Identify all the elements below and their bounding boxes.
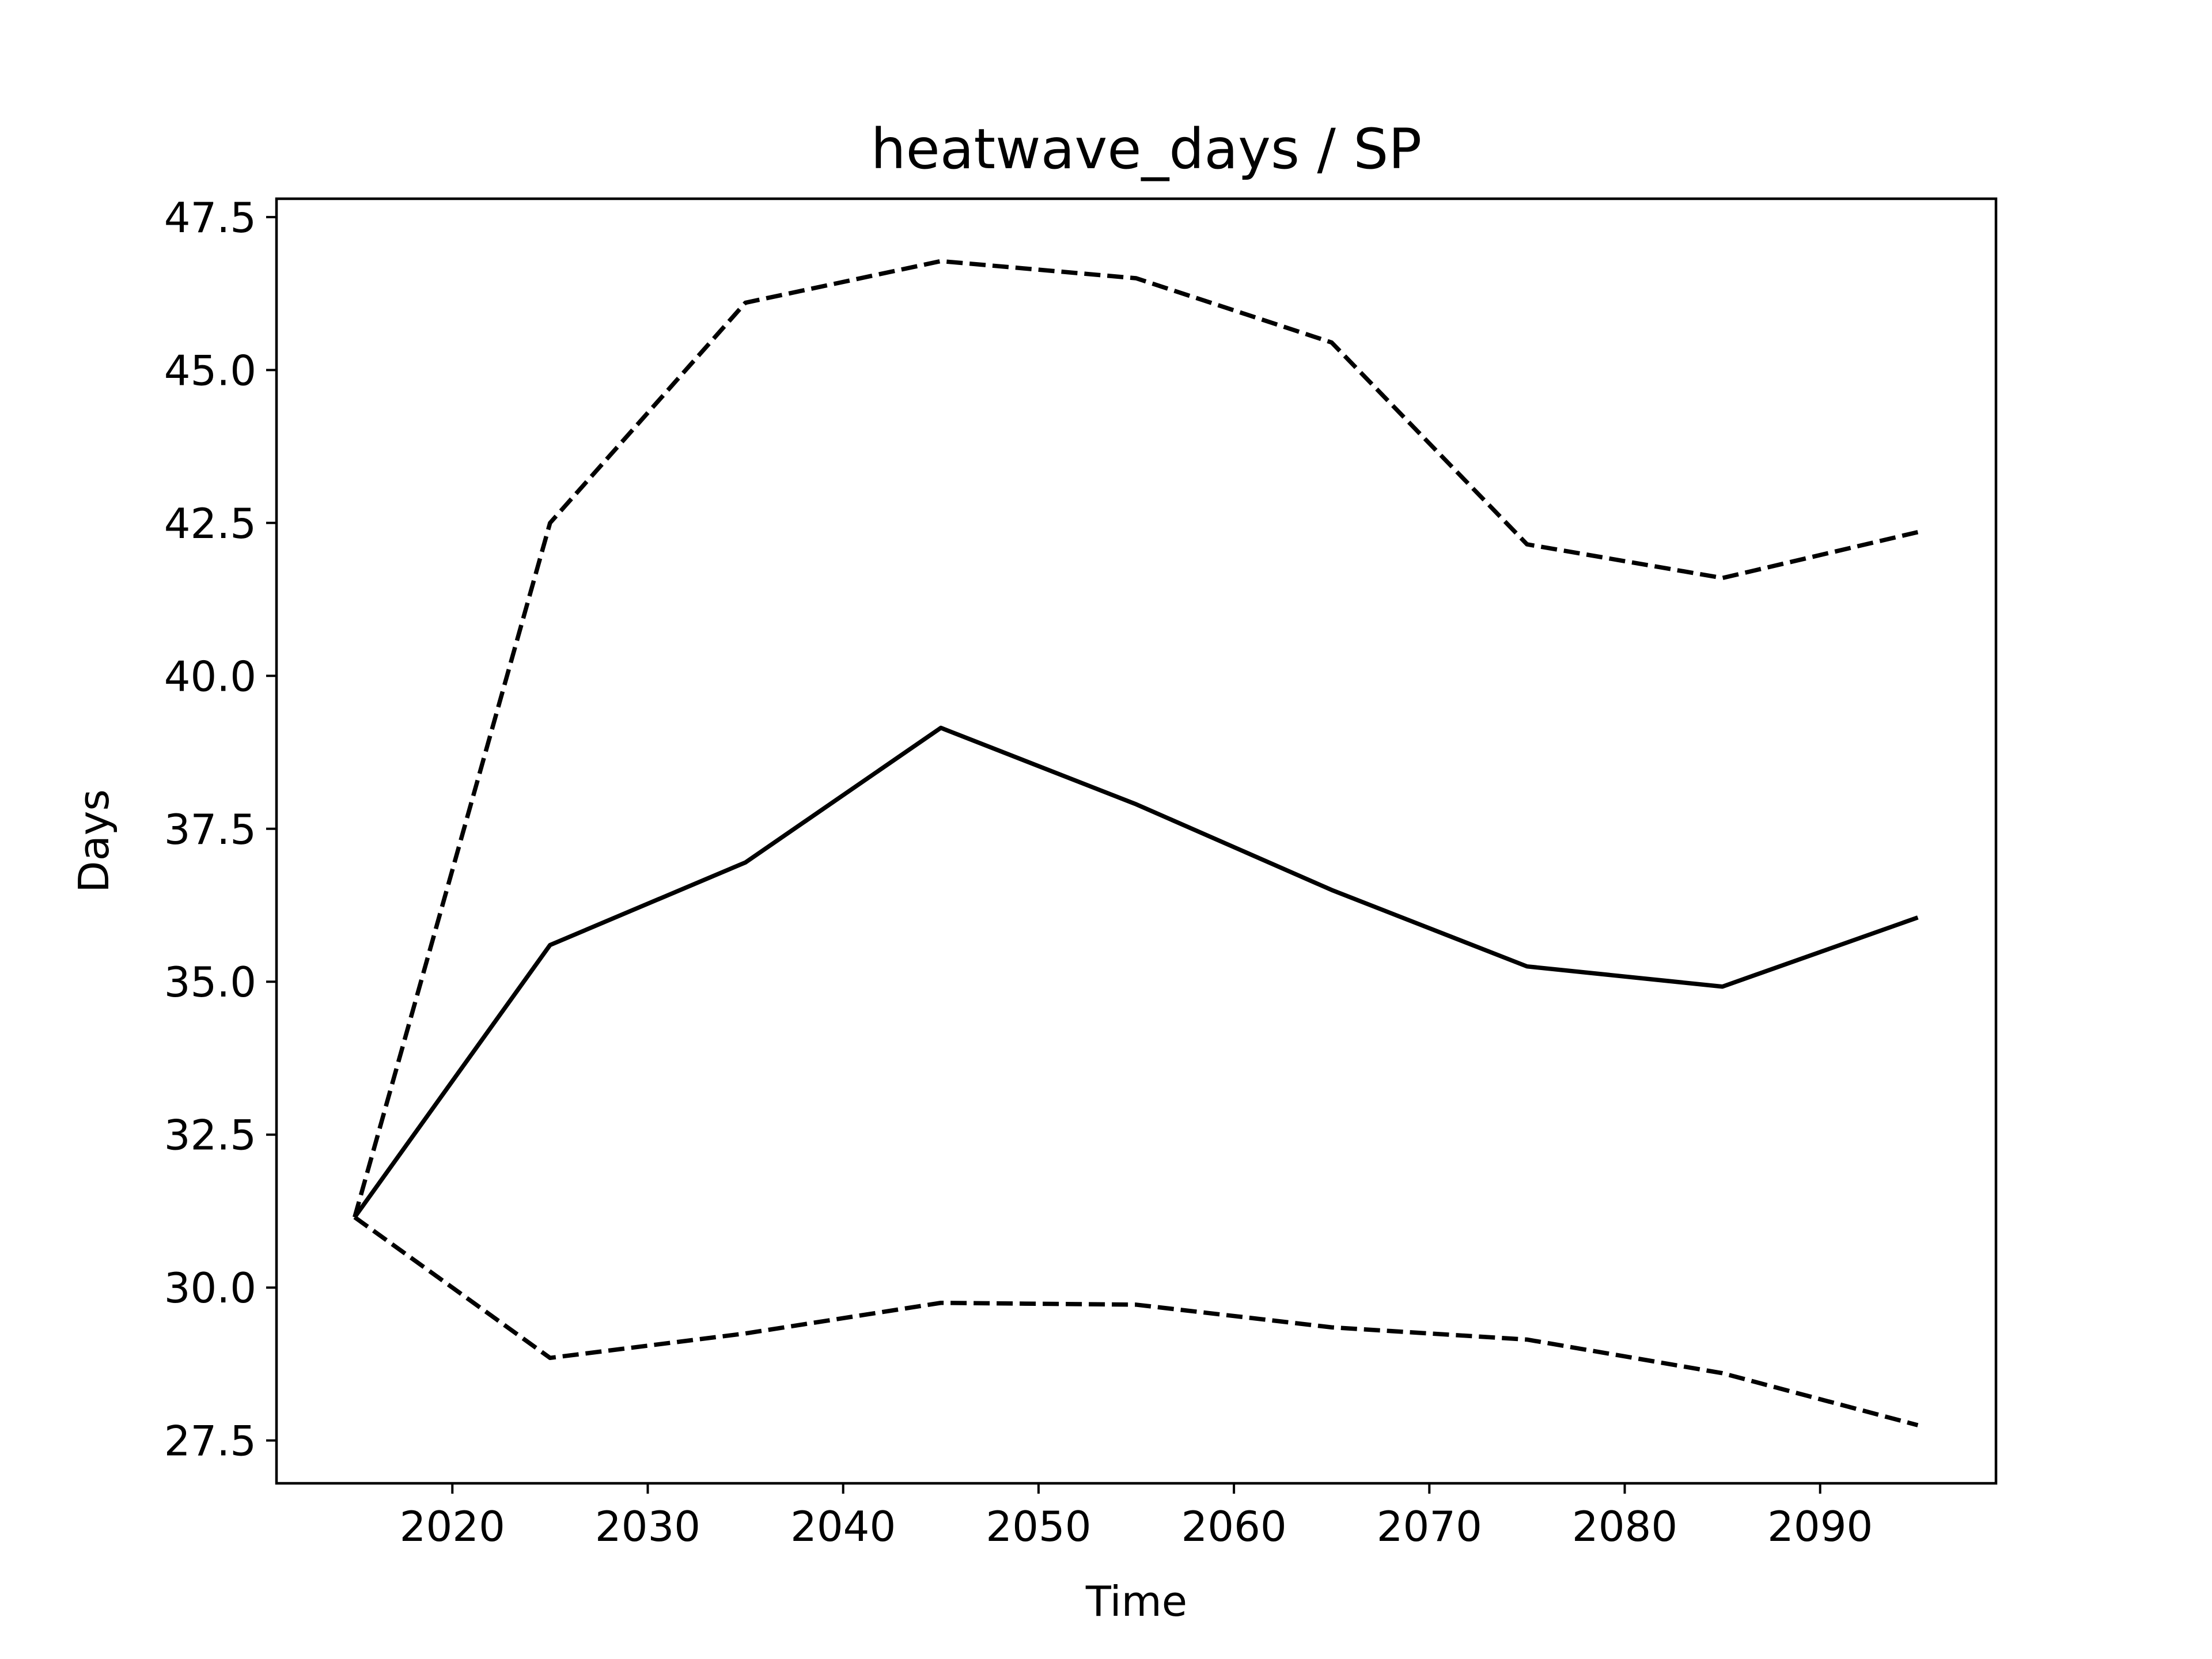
x-tick-label: 2050 (986, 1502, 1091, 1551)
y-tick-label: 35.0 (164, 958, 256, 1006)
chart-title: heatwave_days / SP (871, 117, 1422, 181)
x-tick-label: 2090 (1767, 1502, 1873, 1551)
x-tick-label: 2020 (400, 1502, 505, 1551)
y-tick-label: 37.5 (164, 805, 256, 854)
series-line-1 (353, 725, 1919, 1219)
y-tick-label: 47.5 (164, 194, 256, 242)
x-axis: 2020 2030 2040 2050 2060 2070 2080 2090 (400, 1483, 1873, 1551)
series-line-2 (353, 259, 1919, 1218)
x-axis-label: Time (1085, 1577, 1187, 1626)
y-tick-label: 40.0 (164, 652, 256, 700)
x-tick-label: 2080 (1572, 1502, 1677, 1551)
plot-lines (353, 259, 1919, 1427)
y-tick-label: 45.0 (164, 346, 256, 395)
y-tick-label: 42.5 (164, 499, 256, 548)
y-tick-label: 30.0 (164, 1264, 256, 1312)
y-axis-label: Days (70, 789, 118, 893)
x-tick-label: 2060 (1181, 1502, 1286, 1551)
x-tick-label: 2070 (1377, 1502, 1482, 1551)
series-line-3 (353, 1215, 1919, 1427)
x-tick-label: 2030 (595, 1502, 700, 1551)
x-tick-label: 2040 (790, 1502, 896, 1551)
y-tick-label: 32.5 (164, 1111, 256, 1160)
y-axis: 27.5 30.0 32.5 35.0 37.5 40.0 42.5 45.0 47.5 (164, 194, 276, 1465)
y-tick-label: 27.5 (164, 1417, 256, 1465)
plot-frame (275, 197, 1998, 1485)
